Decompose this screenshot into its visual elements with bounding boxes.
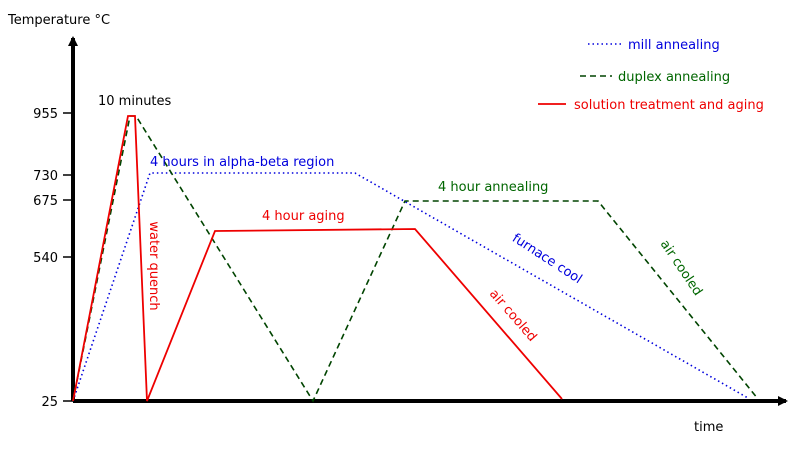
annotation: water quench <box>146 221 161 310</box>
y-tick-label: 540 <box>33 251 58 266</box>
x-axis-label: time <box>694 420 723 435</box>
annotation: 4 hours in alpha-beta region <box>150 155 334 170</box>
tick-marks <box>63 112 73 402</box>
annotation: air cooled <box>486 287 539 345</box>
annotation: 4 hour aging <box>262 209 345 224</box>
legend-label: mill annealing <box>628 38 720 53</box>
legend-label: solution treatment and aging <box>574 98 764 113</box>
legend-label: duplex annealing <box>618 70 730 85</box>
annotation: 10 minutes <box>98 94 172 109</box>
y-tick-label: 675 <box>33 194 58 209</box>
y-tick-label: 955 <box>33 107 58 122</box>
y-tick-label: 25 <box>41 395 58 410</box>
y-axis-label: Temperature °C <box>7 13 110 28</box>
solution-treatment-curve <box>72 115 563 402</box>
mill-annealing-curve <box>72 172 749 402</box>
y-tick-label: 730 <box>33 169 58 184</box>
annotation: furnace cool <box>509 231 584 287</box>
annotation: air cooled <box>657 237 705 298</box>
annotation: 4 hour annealing <box>438 180 548 195</box>
